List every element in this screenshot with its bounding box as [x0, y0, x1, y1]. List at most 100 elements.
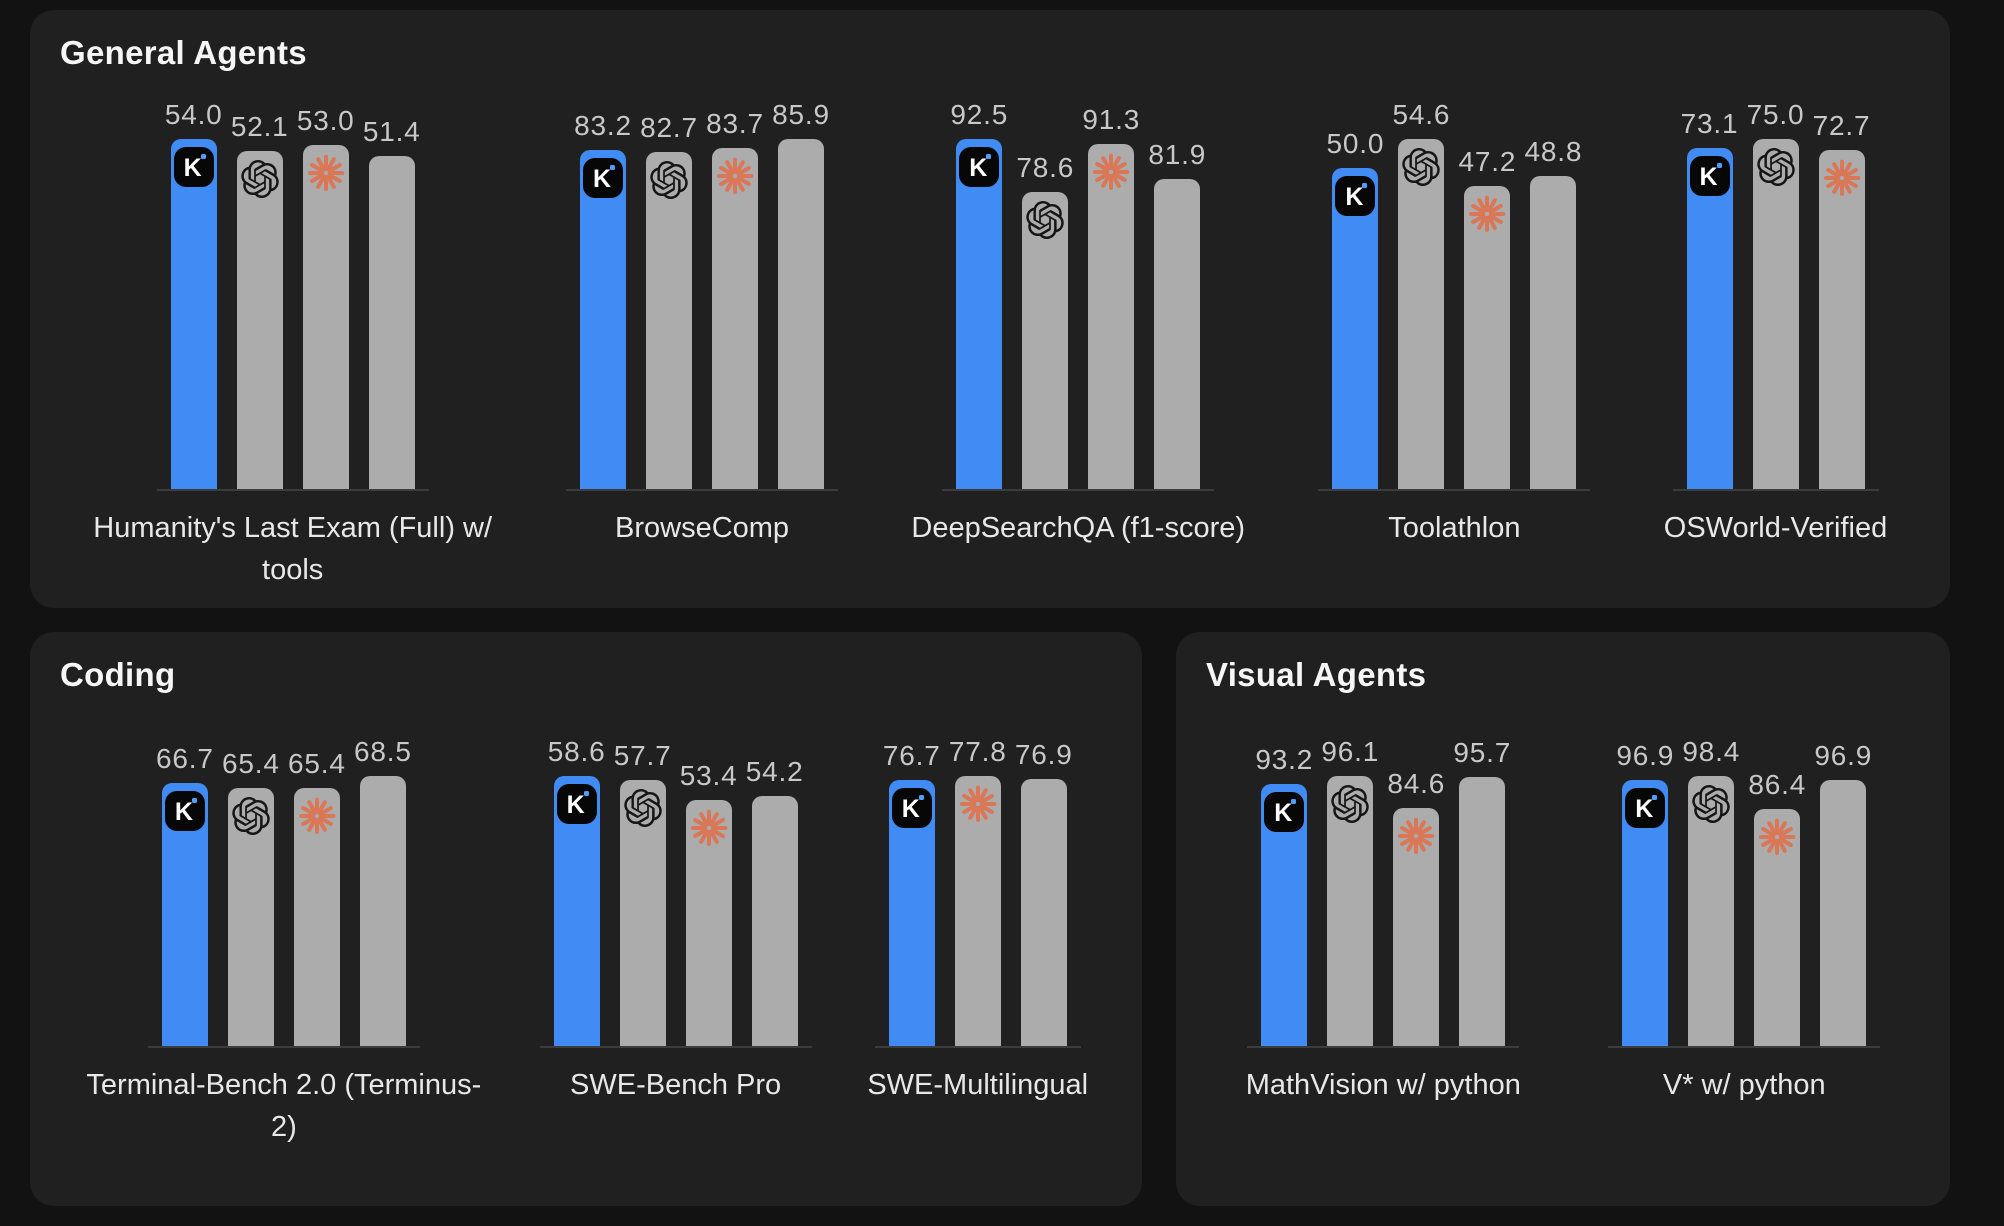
bar-icon-slot: [715, 156, 755, 196]
benchmark-label: DeepSearchQA (f1-score): [911, 512, 1246, 544]
bar-value: 96.9: [1814, 740, 1873, 771]
bars-baseline: 58.6 K 57.7 53.4 54.2: [539, 706, 812, 1048]
bars-baseline: 83.2 K 82.7 83.7 85.9: [566, 84, 839, 491]
bar-k-logo: 83.2 K: [574, 110, 631, 489]
bar-gemini-sparkle: 81.9: [1148, 139, 1205, 489]
bar-icon-slot: [755, 804, 795, 844]
bar-claude-starburst: 83.7: [706, 108, 763, 489]
bar-value: 54.2: [745, 756, 804, 787]
benchmark-group: 73.1 K 75.0 72.7 OSWorld-Verified: [1664, 84, 1888, 599]
section-title-coding: Coding: [60, 656, 176, 693]
bar-value: 53.0: [296, 105, 355, 136]
bar-value: 92.5: [950, 99, 1009, 130]
k-letter: K: [183, 153, 202, 182]
gemini-sparkle-icon: [375, 167, 409, 201]
bar-k-logo: 58.6 K: [548, 736, 605, 1046]
bar-gemini-sparkle: 96.9: [1814, 740, 1871, 1046]
benchmark-label: SWE-Multilingual: [867, 1069, 1089, 1101]
k-dot: [200, 154, 206, 159]
bars-baseline: 50.0 K 54.6 47.2 48.8: [1318, 84, 1591, 491]
gemini-sparkle-icon: [758, 807, 792, 841]
openai-logo-icon: [240, 160, 279, 198]
bar-icon-slot: [1157, 187, 1197, 227]
claude-starburst-icon: [1093, 153, 1130, 191]
bar-icon-slot: [1756, 147, 1796, 187]
panel-general-agents: General Agents 54.0 K 52.1 53.0 51.4: [30, 10, 1950, 608]
bar-openai-logo: 98.4: [1682, 736, 1739, 1046]
k-dot: [583, 791, 589, 796]
bar-value: 57.7: [613, 740, 672, 771]
k-letter: K: [1635, 794, 1654, 823]
k-letter: K: [1699, 162, 1718, 191]
k-letter: K: [593, 164, 612, 193]
bar-openai-logo: 54.6: [1393, 99, 1449, 489]
bar-k-logo: 66.7 K: [156, 743, 213, 1046]
k-logo-icon: K: [556, 784, 597, 824]
bar-icon-slot: [231, 796, 271, 836]
bar-value: 65.4: [288, 748, 346, 779]
bar-openai-logo: 96.1: [1321, 736, 1378, 1046]
openai-logo-icon: [623, 789, 662, 827]
bar-icon-slot: [1025, 200, 1065, 240]
k-dot: [986, 154, 992, 159]
bar-value: 84.6: [1387, 768, 1446, 799]
bar-gemini-sparkle: 95.7: [1453, 737, 1510, 1046]
bar-value: 96.1: [1321, 736, 1380, 767]
bar-icon-slot: K: [556, 784, 597, 824]
bar-gemini-sparkle: 85.9: [772, 99, 829, 489]
bar-value: 66.7: [156, 743, 214, 774]
benchmark-group: 66.7 K 65.4 65.4 68.5: [84, 706, 484, 1156]
bar-value: 77.8: [948, 736, 1007, 767]
k-letter: K: [1345, 182, 1364, 211]
k-letter: K: [566, 790, 585, 819]
bar-k-logo: 96.9 K: [1616, 740, 1673, 1046]
gemini-sparkle-icon: [1826, 791, 1860, 825]
bar-value: 75.0: [1746, 99, 1805, 130]
k-dot: [1652, 795, 1658, 800]
openai-logo-icon: [1402, 148, 1441, 186]
bar-value: 53.4: [679, 760, 738, 791]
bar-icon-slot: [1691, 784, 1731, 824]
bar-icon-slot: K: [891, 788, 932, 828]
bar-icon-slot: [1462, 785, 1502, 825]
bar-icon-slot: K: [1264, 792, 1305, 832]
k-logo-icon: K: [583, 158, 624, 198]
bar-k-logo: 50.0 K: [1327, 128, 1383, 489]
bar-value: 91.3: [1082, 104, 1141, 135]
bar-value: 83.2: [574, 110, 632, 141]
bar-claude-starburst: 86.4: [1748, 769, 1805, 1046]
bar-claude-starburst: 53.0: [297, 105, 354, 489]
bar-icon-slot: [1330, 784, 1370, 824]
chart-row-coding: 66.7 K 65.4 65.4 68.5: [30, 706, 1142, 1156]
claude-starburst-icon: [1469, 195, 1506, 233]
bar-value: 76.7: [882, 740, 941, 771]
k-letter: K: [969, 153, 988, 182]
bar-icon-slot: [958, 784, 998, 824]
k-dot: [191, 798, 197, 803]
bar-icon-slot: [372, 164, 412, 204]
bars-baseline: 66.7 K 65.4 65.4 68.5: [147, 706, 420, 1048]
claude-starburst-icon: [1398, 817, 1435, 855]
openai-logo-icon: [1026, 201, 1064, 239]
bar-icon-slot: K: [1625, 788, 1666, 828]
bar-openai-logo: 75.0: [1747, 99, 1804, 489]
openai-logo-icon: [232, 797, 270, 835]
benchmark-group: 76.7 K 77.8 76.9 SWE-Multi: [867, 706, 1088, 1156]
bar-icon-slot: [649, 160, 689, 200]
k-logo-icon: K: [1689, 156, 1730, 196]
bars-baseline: 73.1 K 75.0 72.7: [1672, 84, 1879, 491]
k-letter: K: [174, 797, 193, 826]
bar-claude-starburst: 53.4: [680, 760, 737, 1046]
bar-claude-starburst: 84.6: [1387, 768, 1444, 1046]
gemini-sparkle-icon: [1536, 187, 1570, 221]
bar-icon-slot: [623, 788, 663, 828]
bar-value: 98.4: [1682, 736, 1741, 767]
bars-baseline: 96.9 K 98.4 86.4 96.9: [1608, 706, 1881, 1048]
gemini-sparkle-icon: [784, 150, 818, 184]
bar-k-logo: 93.2 K: [1255, 744, 1312, 1046]
bar-icon-slot: [1396, 816, 1436, 856]
k-logo-icon: K: [164, 791, 205, 831]
bar-claude-starburst: 65.4: [288, 748, 345, 1046]
k-dot: [1716, 163, 1722, 168]
benchmark-label: OSWorld-Verified: [1663, 512, 1888, 544]
